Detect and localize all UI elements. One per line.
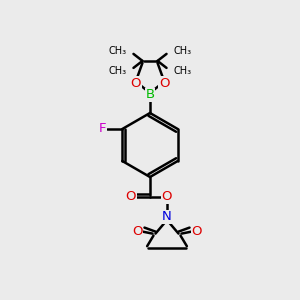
Text: CH₃: CH₃ bbox=[173, 46, 192, 56]
Text: O: O bbox=[126, 190, 136, 203]
Text: O: O bbox=[132, 225, 143, 238]
Text: O: O bbox=[130, 77, 141, 90]
Text: CH₃: CH₃ bbox=[108, 66, 127, 76]
Text: F: F bbox=[98, 122, 106, 136]
Text: O: O bbox=[162, 190, 172, 203]
Text: B: B bbox=[146, 88, 154, 101]
Text: O: O bbox=[191, 225, 202, 238]
Text: CH₃: CH₃ bbox=[108, 46, 127, 56]
Text: O: O bbox=[159, 77, 169, 90]
Text: CH₃: CH₃ bbox=[173, 66, 192, 76]
Text: N: N bbox=[162, 211, 172, 224]
